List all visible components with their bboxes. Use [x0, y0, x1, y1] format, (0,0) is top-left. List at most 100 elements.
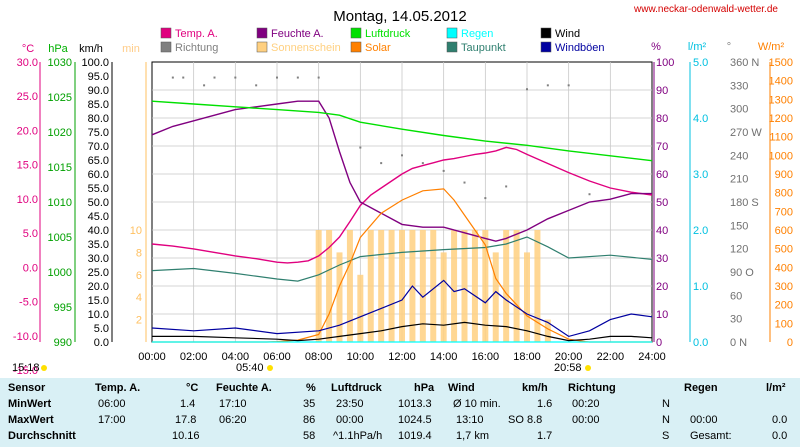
tick-pressure: 1020: [48, 127, 72, 139]
site-link[interactable]: www.neckar-odenwald-wetter.de: [634, 4, 778, 15]
tick-rain: 3.0: [693, 169, 708, 181]
stats-header-temp: Temp. A.: [95, 382, 141, 394]
series-layer: [151, 76, 653, 343]
tick-humidity: 80: [656, 113, 668, 125]
tick-x: 06:00: [263, 351, 291, 363]
direction-point: [505, 185, 508, 188]
tick-x: 10:00: [347, 351, 375, 363]
tick-temp: 30.0: [17, 57, 38, 69]
chart-title: Montag, 14.05.2012: [333, 8, 466, 25]
tick-pressure: 1015: [48, 162, 72, 174]
tick-sun: 8: [136, 247, 142, 259]
unit-humidity: %: [651, 41, 661, 53]
tick-rain: 5.0: [693, 57, 708, 69]
tick-humidity: 70: [656, 141, 668, 153]
sunshine-bar: [388, 230, 395, 342]
tick-wind: 80.0: [88, 113, 109, 125]
series-line-luftdruck: [151, 100, 653, 162]
tick-temp: 20.0: [17, 125, 38, 137]
tick-direction: 300: [730, 104, 748, 116]
tick-temp: 25.0: [17, 91, 38, 103]
stats-header-wind: Wind: [448, 382, 475, 394]
stats-min-temp-time: 06:00: [98, 398, 126, 410]
stats-max-wind-val: SO 8.8: [508, 414, 543, 426]
axes: 30.025.020.015.010.05.00.0-5.0-10.0-15.0…: [13, 57, 793, 377]
tick-humidity: 10: [656, 309, 668, 321]
tick-x: 00:00: [138, 351, 166, 363]
legend-label: Windböen: [555, 42, 605, 54]
tick-wind: 85.0: [88, 99, 109, 111]
stats-min-press-time: 23:50: [336, 398, 364, 410]
unit-direction: °: [727, 41, 731, 53]
stats-max-dir-time: 00:00: [572, 414, 600, 426]
direction-point: [588, 193, 591, 196]
sunshine-bar: [451, 230, 458, 342]
tick-direction: 360 N: [730, 57, 759, 69]
stats-max-temp-time: 17:00: [98, 414, 126, 426]
sunshine-bar: [513, 230, 520, 342]
direction-point: [484, 197, 487, 200]
series-line-wind: [152, 321, 653, 342]
direction-point: [526, 88, 528, 91]
sunshine-bar: [430, 230, 437, 342]
series-line-windb-en: [151, 279, 653, 338]
tick-sun: 10: [130, 225, 142, 237]
direction-point: [276, 76, 278, 79]
tick-temp: 15.0: [17, 160, 38, 172]
legend-label: Taupunkt: [461, 42, 506, 54]
tick-pressure: 1025: [48, 92, 72, 104]
stats-max-temp-val: 17.8: [175, 414, 197, 426]
direction-point: [567, 84, 570, 87]
stats-min-wind-val: 1.6: [537, 398, 553, 410]
tick-humidity: 60: [656, 169, 668, 181]
tick-humidity: 100: [656, 57, 674, 69]
unit-pressure: hPa: [48, 43, 68, 55]
direction-point: [255, 84, 258, 87]
stats-header-dir: Richtung: [568, 382, 616, 394]
sunshine-bar: [492, 252, 499, 342]
stats-min-wind-label: Ø 10 min.: [453, 398, 501, 410]
legend-swatch: [160, 41, 172, 53]
stats-min-press-val: 1013.3: [398, 398, 432, 410]
tick-humidity: 50: [656, 197, 668, 209]
tick-solar: 400: [775, 262, 793, 274]
sunshine-bar: [419, 230, 426, 342]
legend-swatch: [256, 41, 268, 53]
tick-wind: 45.0: [88, 211, 109, 223]
tick-wind: 25.0: [88, 267, 109, 279]
sunshine-bar: [326, 230, 333, 342]
tick-solar: 1200: [769, 113, 793, 125]
tick-direction: 90 O: [730, 267, 754, 279]
direction-point: [463, 181, 466, 184]
tick-solar: 1300: [769, 94, 793, 106]
tick-sun: 6: [136, 270, 142, 282]
stats-header-press: Luftdruck: [331, 382, 382, 394]
legend-swatch: [350, 41, 362, 53]
tick-solar: 700: [775, 206, 793, 218]
series-line-temp-a: [151, 146, 653, 264]
tick-x: 18:00: [513, 351, 541, 363]
tick-solar: 100: [775, 318, 793, 330]
stats-min-temp-val: 1.4: [180, 398, 196, 410]
stats-min-hum-val: 35: [303, 398, 316, 410]
stats-max-press-val: 1024.5: [398, 414, 432, 426]
day-length-label: 15:18: [12, 362, 40, 374]
tick-direction: 210: [730, 174, 748, 186]
stats-max-wind-time: 13:10: [456, 414, 484, 426]
tick-wind: 10.0: [88, 309, 109, 321]
stats-avg-hum-val: 58: [303, 430, 316, 442]
tick-pressure: 1000: [48, 267, 72, 279]
tick-x: 12:00: [388, 351, 416, 363]
tick-humidity: 0: [656, 337, 662, 349]
legend-swatch: [256, 27, 268, 39]
stats-header-temp-unit: °C: [186, 382, 199, 394]
sunshine-bar: [336, 252, 343, 342]
sunshine-bar: [357, 274, 364, 342]
tick-humidity: 90: [656, 85, 668, 97]
direction-point: [203, 84, 206, 87]
tick-direction: 330: [730, 80, 748, 92]
tick-direction: 150: [730, 220, 748, 232]
sunshine-bar: [367, 230, 374, 342]
sunset-label: 20:58: [554, 362, 582, 374]
tick-temp: 5.0: [23, 228, 38, 240]
